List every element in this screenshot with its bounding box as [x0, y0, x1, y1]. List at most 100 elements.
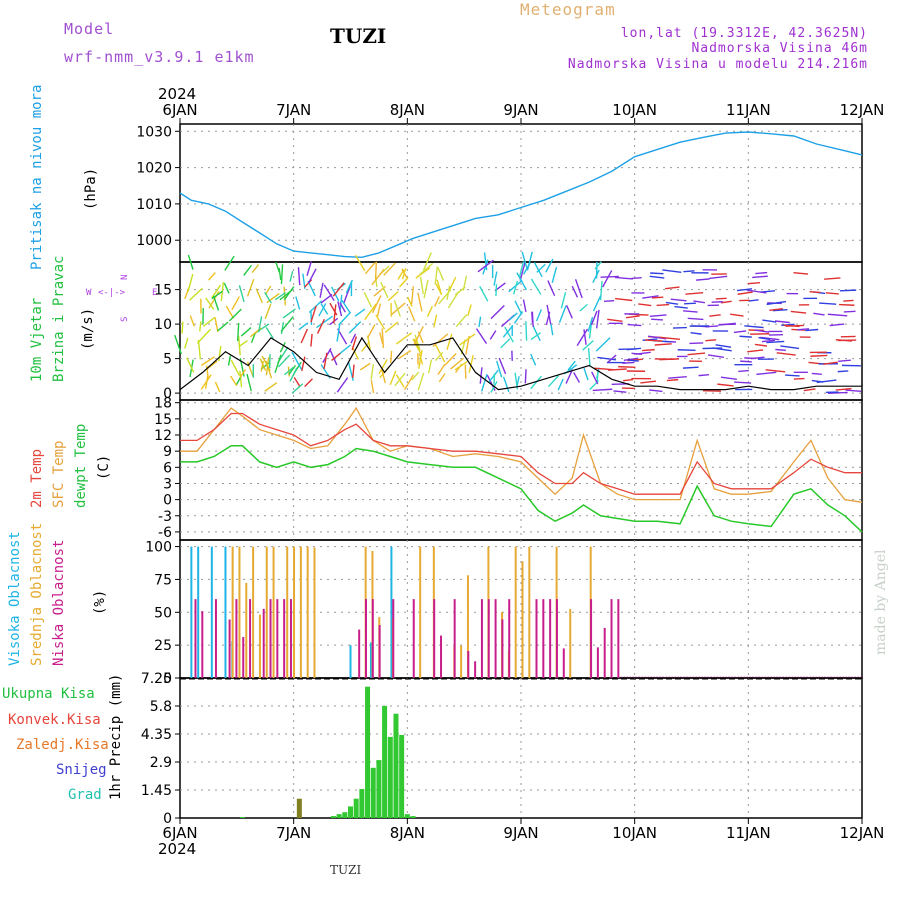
wind-arrow — [736, 288, 753, 292]
wind-arrow — [738, 369, 749, 373]
wind-arrow — [205, 297, 215, 310]
wind-arrow — [450, 357, 465, 370]
wind-arrow — [401, 267, 407, 280]
wind-arrow — [587, 348, 591, 367]
wind-arrow — [332, 282, 345, 297]
wind-arrow — [766, 300, 787, 306]
wind-arrow — [329, 302, 338, 316]
wind-arrow — [181, 321, 184, 334]
wind-arrow — [189, 287, 203, 301]
wind-arrow — [502, 376, 510, 393]
wind-arrow — [712, 347, 732, 352]
x-tick-label-top: 9JAN — [503, 101, 538, 119]
wind-arrow — [488, 369, 499, 383]
wind-arrow — [225, 305, 235, 319]
wind-arrow — [378, 359, 388, 375]
wind-arrow — [709, 275, 728, 280]
wind-arrow — [754, 343, 768, 347]
wind-arrow — [670, 298, 687, 302]
wind-arrow — [769, 307, 783, 312]
wind-arrow — [418, 349, 423, 369]
wind-arrow — [705, 339, 717, 342]
wind-arrow — [644, 339, 663, 342]
wind-arrow — [739, 335, 752, 338]
wind-arrow — [594, 367, 614, 371]
wind-arrow — [437, 363, 446, 376]
wind-arrow — [615, 297, 633, 302]
wind-arrow — [565, 369, 574, 384]
wind-arrow — [338, 311, 352, 326]
wind-arrow — [433, 314, 438, 328]
wind-arrow — [223, 282, 230, 294]
wind-arrow — [343, 285, 351, 304]
meteogram-title: Meteogram — [520, 0, 616, 19]
wind-arrow — [304, 378, 313, 388]
wind-arrow — [707, 354, 724, 358]
wind-arrow — [274, 291, 287, 301]
wind-arrow — [197, 339, 202, 360]
precip-bar — [359, 789, 365, 818]
wind-arrow — [310, 305, 317, 323]
wind-arrow — [348, 321, 362, 334]
wind-arrow — [266, 293, 280, 304]
wind-arrow — [291, 383, 304, 394]
wind-arrow — [280, 322, 285, 335]
wind-arrow — [530, 278, 542, 295]
wind-arrow — [255, 288, 263, 304]
wind-arrow — [293, 377, 301, 388]
wind-arrow — [756, 371, 777, 376]
wind-arrow — [690, 332, 702, 335]
wind-arrow — [651, 296, 664, 299]
wind-arrow — [715, 297, 727, 300]
wind-arrow — [341, 299, 351, 313]
wind-arrow — [651, 318, 663, 321]
wind-arrow — [551, 266, 558, 284]
wind-arrow — [683, 270, 695, 273]
wind-arrow — [316, 318, 325, 334]
pressure-frame — [179, 123, 863, 263]
wind-arrow — [279, 289, 293, 301]
wind-arrow — [587, 316, 594, 332]
wind-arrow — [761, 339, 776, 343]
wind-arrow — [746, 289, 767, 294]
wind-arrow — [752, 275, 768, 279]
wind-ytick-label: 0 — [163, 386, 172, 402]
wind-arrow — [748, 299, 759, 302]
wind-arrow — [444, 353, 457, 366]
wind-arrow — [394, 372, 406, 387]
wind-arrow — [417, 372, 425, 391]
wind-arrow — [684, 302, 696, 305]
wind-arrow — [623, 357, 639, 362]
wind-arrow — [395, 332, 413, 345]
wind-arrow — [747, 282, 761, 285]
wind-arrow — [843, 299, 854, 302]
wind-arrow — [622, 361, 635, 364]
wind-arrow — [187, 254, 194, 270]
wind-arrow — [370, 364, 375, 380]
wind-arrow — [696, 278, 710, 281]
wind-arrow — [533, 261, 543, 278]
year-top: 2024 — [158, 85, 196, 103]
wind-arrow — [698, 374, 710, 377]
wind-arrow — [339, 294, 343, 310]
wind-arrow — [827, 391, 848, 394]
precip-bar — [296, 798, 302, 818]
wind-arrow — [459, 333, 476, 346]
wind-arrow — [495, 284, 498, 297]
wind-arrow — [805, 328, 819, 332]
wind-arrow — [187, 273, 194, 293]
wind-arrow — [532, 325, 541, 342]
wind-arrow — [337, 301, 343, 317]
wind-arrow — [205, 365, 209, 378]
wind-arrow — [654, 343, 672, 346]
wind-arrow — [224, 255, 235, 271]
wind-arrow — [816, 379, 837, 384]
wind-arrow — [525, 321, 528, 341]
wind-arrow — [306, 261, 312, 276]
wind-arrow — [803, 388, 816, 392]
wind-arrow — [434, 266, 439, 285]
wind-arrow — [291, 351, 303, 370]
altitude-label: Nadmorska Visina 46m — [691, 41, 868, 56]
wind-arrow — [288, 364, 297, 375]
legend-snow: Snijeg — [56, 762, 107, 778]
